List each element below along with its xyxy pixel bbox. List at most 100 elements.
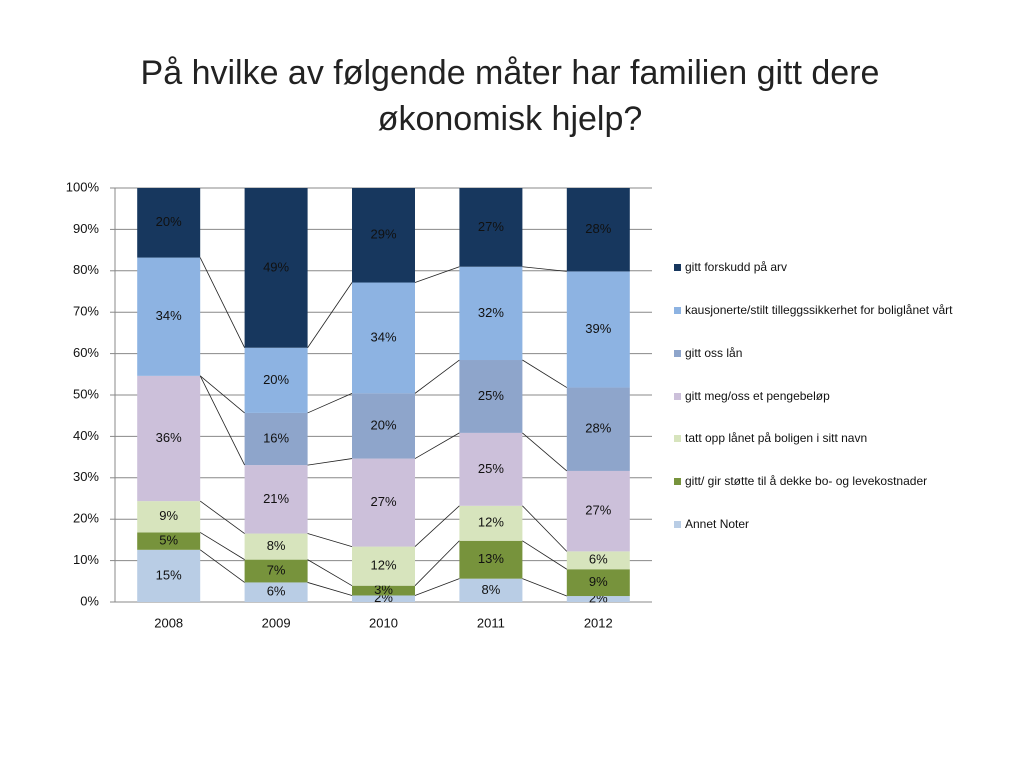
bar-segment <box>352 393 415 459</box>
bar-segment <box>137 257 201 376</box>
data-label: 25% <box>478 461 504 476</box>
bar-segment <box>459 266 523 361</box>
y-tick-label: 80% <box>73 262 99 277</box>
y-tick-label: 40% <box>73 428 99 443</box>
bar-segment <box>244 582 308 602</box>
data-label: 36% <box>156 430 182 445</box>
series-line <box>307 559 353 587</box>
bar-segment <box>352 546 415 586</box>
series-line <box>307 458 353 466</box>
bar-segment <box>352 188 415 283</box>
bar-segment <box>137 501 201 533</box>
legend-label: kausjonerte/stilt tilleggssikkerhet for … <box>685 303 953 317</box>
data-label: 49% <box>263 259 289 274</box>
legend-item: gitt meg/oss et pengebeløp <box>674 389 830 404</box>
y-tick-label: 10% <box>73 552 99 567</box>
series-line <box>522 359 568 388</box>
series-line <box>307 533 353 547</box>
legend-swatch <box>674 307 681 314</box>
data-label: 9% <box>589 574 608 589</box>
data-label: 5% <box>159 533 178 548</box>
series-line <box>199 532 245 560</box>
legend-label: Annet Noter <box>685 517 750 531</box>
legend-swatch <box>674 264 681 271</box>
data-label: 21% <box>263 491 289 506</box>
bar-segment <box>137 188 201 258</box>
bar-segment <box>459 360 523 433</box>
x-tick-label: 2010 <box>369 615 398 630</box>
data-label: 27% <box>585 503 611 518</box>
series-line <box>199 375 245 414</box>
legend-swatch <box>674 521 681 528</box>
bar-segment <box>244 347 308 413</box>
series-line <box>522 505 568 552</box>
legend-item: Annet Noter <box>674 517 749 532</box>
bar-segment <box>244 533 308 560</box>
series-line <box>522 540 568 570</box>
bar-segment <box>352 595 415 602</box>
data-label: 9% <box>159 508 178 523</box>
x-tick-label: 2009 <box>262 615 291 630</box>
bar-segment <box>137 549 201 602</box>
data-label: 28% <box>585 221 611 236</box>
series-line <box>522 578 567 597</box>
y-tick-label: 30% <box>73 469 99 484</box>
y-tick-label: 60% <box>73 345 99 360</box>
legend-swatch <box>674 435 681 442</box>
x-tick-label: 2008 <box>154 615 183 630</box>
data-label: 16% <box>263 430 289 445</box>
data-label: 6% <box>267 584 286 599</box>
chart-title: På hvilke av følgende måter har familien… <box>140 54 880 138</box>
data-label: 20% <box>370 417 396 432</box>
y-tick-label: 70% <box>73 304 99 319</box>
data-label: 3% <box>374 582 393 597</box>
series-line <box>307 282 353 348</box>
data-label: 32% <box>478 305 504 320</box>
bar-segment <box>244 559 308 583</box>
series-line <box>414 540 460 586</box>
legend-item: gitt/ gir støtte til å dekke bo- og leve… <box>674 474 927 489</box>
legend-item: gitt forskudd på arv <box>674 260 787 275</box>
bar-segment <box>566 387 630 471</box>
data-label: 8% <box>267 538 286 553</box>
legend-label: tatt opp lånet på boligen i sitt navn <box>685 431 868 445</box>
legend-item: tatt opp lånet på boligen i sitt navn <box>674 431 867 446</box>
bar-segment <box>244 188 308 348</box>
series-line <box>199 257 245 348</box>
bar-segment <box>566 188 630 272</box>
data-label: 12% <box>478 515 504 530</box>
series-line <box>414 505 460 547</box>
bar-segment <box>137 532 201 550</box>
data-label: 27% <box>370 494 396 509</box>
bar-segment <box>352 282 415 394</box>
data-label: 25% <box>478 388 504 403</box>
bar-segment <box>352 585 415 596</box>
series-line <box>414 266 460 283</box>
bar-segment <box>459 432 523 506</box>
y-tick-label: 50% <box>73 386 99 401</box>
data-label: 20% <box>156 214 182 229</box>
series-line <box>199 375 245 466</box>
series-line <box>307 393 353 414</box>
bar-segment <box>459 540 523 579</box>
legend-swatch <box>674 478 681 485</box>
data-label: 8% <box>482 582 501 597</box>
legend-label: gitt meg/oss et pengebeløp <box>685 389 830 403</box>
bar-segment <box>244 465 308 534</box>
data-label: 7% <box>267 562 286 577</box>
legend-label: gitt/ gir støtte til å dekke bo- og leve… <box>685 474 928 488</box>
series-line <box>414 359 460 394</box>
bar-segment <box>459 505 523 541</box>
legend-swatch <box>674 350 681 357</box>
bar-segment <box>459 188 523 267</box>
y-tick-label: 20% <box>73 511 99 526</box>
legend-item: kausjonerte/stilt tilleggssikkerhet for … <box>674 303 952 318</box>
y-tick-label: 90% <box>73 221 99 236</box>
data-label: 34% <box>156 308 182 323</box>
data-label: 34% <box>370 329 396 344</box>
bar-segment <box>566 470 630 552</box>
series-line <box>199 500 245 534</box>
series-line <box>522 432 568 472</box>
